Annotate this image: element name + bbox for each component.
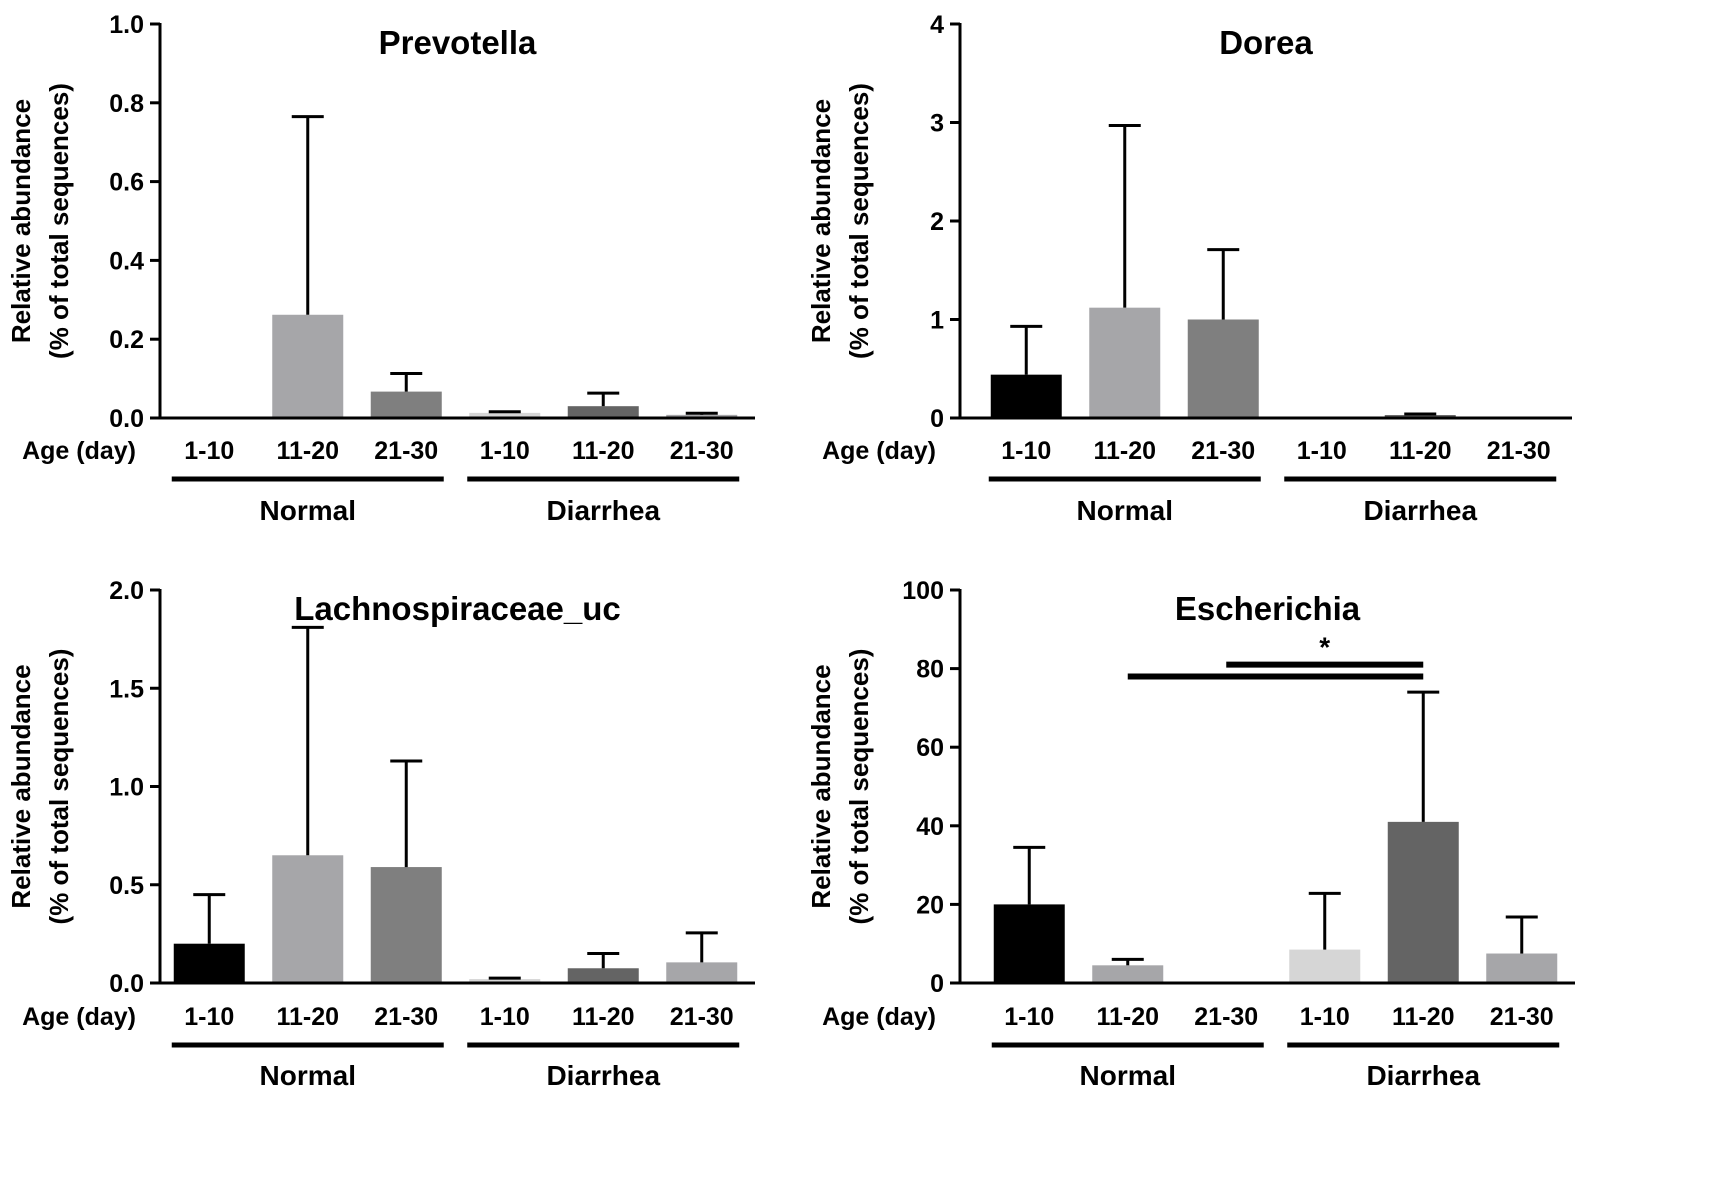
- bar-normal-11-20: [1092, 965, 1164, 983]
- group-label-normal: Normal: [260, 495, 356, 526]
- bar-diarrhea-21-30: [666, 414, 738, 418]
- bar-normal-21-30: [370, 867, 442, 983]
- x-tick-label: 11-20: [572, 1003, 635, 1031]
- x-tick-label: 1-10: [480, 1003, 530, 1031]
- bar-diarrhea-1-10: [1289, 949, 1361, 983]
- x-tick-label: 11-20: [276, 1003, 339, 1031]
- group-label-diarrhea: Diarrhea: [546, 495, 660, 526]
- y-tick-label: 0: [930, 970, 944, 998]
- significance-marker: *: [1319, 632, 1330, 663]
- x-axis-label: Age (day): [822, 1003, 936, 1031]
- y-tick-label: 0.5: [109, 872, 144, 900]
- y-tick-label: 0.2: [109, 326, 144, 354]
- x-tick-label: 21-30: [670, 1003, 734, 1031]
- x-tick-label: 21-30: [1490, 1003, 1554, 1031]
- y-axis-label-line1: Relative abundance: [806, 99, 836, 343]
- y-tick-label: 1.5: [109, 675, 144, 703]
- y-tick-label: 40: [916, 813, 944, 841]
- group-label-diarrhea: Diarrhea: [1366, 1060, 1480, 1091]
- x-tick-label: 1-10: [1300, 1003, 1350, 1031]
- y-tick-label: 0.8: [109, 90, 144, 118]
- y-tick-label: 60: [916, 734, 944, 762]
- y-tick-label: 100: [902, 577, 944, 605]
- bar-diarrhea-11-20: [1387, 821, 1459, 983]
- y-axis-label-line1: Relative abundance: [806, 664, 836, 908]
- y-tick-label: 2: [930, 208, 944, 236]
- bar-diarrhea-1-10: [469, 979, 541, 983]
- bar-diarrhea-11-20: [567, 406, 639, 418]
- bar-normal-21-30: [1187, 319, 1259, 418]
- bar-normal-1-10: [173, 943, 245, 983]
- x-axis-label: Age (day): [822, 437, 936, 465]
- chart-title: Prevotella: [379, 24, 537, 61]
- y-tick-label: 4: [930, 11, 944, 39]
- y-tick-label: 20: [916, 891, 944, 919]
- x-tick-label: 11-20: [572, 437, 635, 465]
- y-tick-label: 0.4: [109, 247, 144, 275]
- y-axis-label-line2: (% of total sequences): [44, 83, 74, 359]
- bar-normal-21-30: [370, 391, 442, 418]
- chart-panel-2: Dorea Relative abundance (% of total seque…: [806, 11, 1572, 526]
- x-tick-label: 21-30: [374, 1003, 438, 1031]
- y-tick-label: 0.0: [109, 970, 144, 998]
- y-tick-label: 0.6: [109, 169, 144, 197]
- y-tick-label: 1: [930, 307, 944, 335]
- chart-title: Dorea: [1219, 24, 1313, 61]
- y-tick-label: 3: [930, 110, 944, 138]
- x-tick-label: 1-10: [480, 437, 530, 465]
- x-tick-label: 21-30: [1487, 437, 1551, 465]
- x-tick-label: 11-20: [276, 437, 339, 465]
- x-tick-label: 21-30: [670, 437, 734, 465]
- x-tick-label: 11-20: [1096, 1003, 1159, 1031]
- y-axis-label-line2: (% of total sequences): [844, 649, 874, 925]
- x-tick-label: 11-20: [1392, 1003, 1455, 1031]
- x-axis-label: Age (day): [22, 437, 136, 465]
- bar-diarrhea-21-30: [1486, 953, 1558, 983]
- x-tick-label: 1-10: [1001, 437, 1051, 465]
- chart-panel-1: Prevotella Relative abundance (% of total …: [6, 11, 755, 526]
- bar-diarrhea-11-20: [567, 968, 639, 983]
- y-axis-label-line1: Relative abundance: [6, 99, 36, 343]
- group-label-normal: Normal: [1077, 495, 1173, 526]
- y-tick-label: 2.0: [109, 577, 144, 605]
- y-tick-label: 0.0: [109, 405, 144, 433]
- group-label-normal: Normal: [1080, 1060, 1176, 1091]
- x-tick-label: 21-30: [1194, 1003, 1258, 1031]
- x-tick-label: 11-20: [1389, 437, 1452, 465]
- group-label-normal: Normal: [260, 1060, 356, 1091]
- y-tick-label: 80: [916, 656, 944, 684]
- x-tick-label: 1-10: [184, 437, 234, 465]
- bar-diarrhea-21-30: [666, 962, 738, 983]
- bar-normal-1-10: [990, 374, 1062, 418]
- bar-normal-11-20: [272, 855, 344, 983]
- x-tick-label: 21-30: [374, 437, 438, 465]
- bar-diarrhea-1-10: [469, 412, 541, 418]
- x-axis-label: Age (day): [22, 1003, 136, 1031]
- x-tick-label: 1-10: [184, 1003, 234, 1031]
- chart-title: Lachnospiraceae_uc: [294, 590, 621, 627]
- y-axis-label-line2: (% of total sequences): [844, 83, 874, 359]
- chart-title: Escherichia: [1175, 590, 1361, 627]
- y-tick-label: 0: [930, 405, 944, 433]
- group-label-diarrhea: Diarrhea: [546, 1060, 660, 1091]
- chart-panel-3: Lachnospiraceae_uc Relative abundance (% o…: [6, 577, 755, 1091]
- y-tick-label: 1.0: [109, 11, 144, 39]
- y-axis-label-line1: Relative abundance: [6, 664, 36, 908]
- group-label-diarrhea: Diarrhea: [1363, 495, 1477, 526]
- y-axis-label-line2: (% of total sequences): [44, 649, 74, 925]
- x-tick-label: 1-10: [1004, 1003, 1054, 1031]
- bar-normal-11-20: [272, 314, 344, 418]
- y-tick-label: 1.0: [109, 774, 144, 802]
- x-tick-label: 11-20: [1093, 437, 1156, 465]
- bar-normal-1-10: [993, 904, 1065, 983]
- x-tick-label: 21-30: [1191, 437, 1255, 465]
- chart-panel-4: Escherichia Relative abundance (% of total…: [806, 577, 1575, 1091]
- x-tick-label: 1-10: [1297, 437, 1347, 465]
- bar-normal-11-20: [1089, 307, 1161, 418]
